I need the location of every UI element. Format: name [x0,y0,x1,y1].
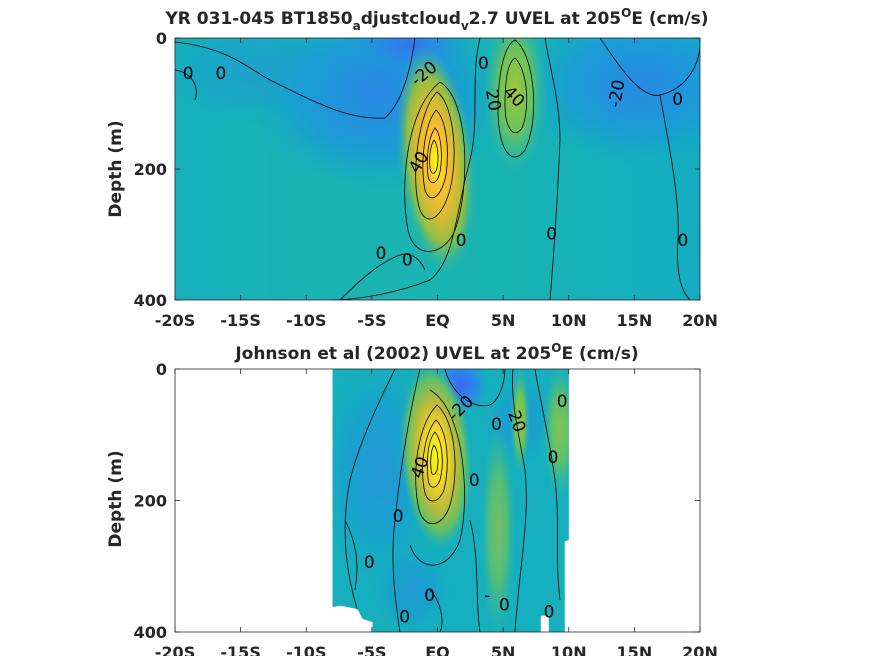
top-x-tick-label: 20N [682,311,718,330]
top-contour-label: 0 [402,251,413,271]
top-heatmap [175,38,700,300]
bottom-contour-label: 0 [393,507,404,527]
top-contour-label: 0 [183,64,194,84]
top-x-tick-label: -10S [286,311,326,330]
bottom-contour-label: 0 [557,392,568,412]
top-contour-label: -20 [605,78,630,109]
top-x-tick-label: EQ [425,311,450,330]
bottom-ylabel: Depth (m) [106,450,126,547]
bottom-panel: Johnson et al (2002) UVEL at 205OE (cm/s… [106,341,718,656]
bottom-y-tick-label: 200 [134,492,167,511]
bottom-y-axis: 0 200 400 [134,360,700,642]
top-contour-label: 0 [456,231,467,251]
bottom-x-tick-label: -10S [286,643,326,656]
bottom-contour-label: 0 [364,553,375,573]
bottom-x-tick-label: 15N [617,643,653,656]
bottom-contour-label: 0 [469,471,480,491]
top-title: YR 031-045 BT1850adjustcloudv2.7 UVEL at… [164,6,708,33]
bottom-y-tick-label: 0 [156,360,167,379]
bottom-contour-label: 0 [499,596,510,616]
top-x-axis: -20S -15S -10S -5S EQ 5N 10N 15N 20N [155,38,718,330]
top-contour-label: 0 [478,54,489,74]
bottom-contour-label: 0 [548,448,559,468]
bottom-x-tick-label: -5S [357,643,386,656]
top-y-tick-label: 400 [134,291,167,310]
top-contour-label: 0 [678,231,689,251]
bottom-x-tick-label: -15S [220,643,260,656]
top-x-tick-label: -20S [155,311,195,330]
bottom-x-tick-label: -20S [155,643,195,656]
top-x-tick-label: -15S [220,311,260,330]
bottom-contour-label: 0 [544,602,555,622]
top-contours [175,38,700,300]
bottom-contours [344,369,561,632]
bottom-contour-label: 0 [491,415,502,435]
top-contour-label: 0 [376,244,387,264]
top-y-tick-label: 200 [134,160,167,179]
top-contour-label: 0 [216,64,227,84]
top-contour-label: 20 [481,88,504,113]
top-contour-label: 0 [546,225,557,245]
bottom-contour-label: - [484,586,490,606]
bottom-x-tick-label: 5N [491,643,516,656]
top-x-tick-label: -5S [357,311,386,330]
top-x-tick-label: 15N [617,311,653,330]
top-x-tick-label: 10N [551,311,587,330]
top-y-tick-label: 0 [156,29,167,48]
top-contour-label: 0 [672,90,683,110]
bottom-x-tick-label: 10N [551,643,587,656]
bottom-heatmap [332,369,569,632]
top-x-tick-label: 5N [491,311,516,330]
bottom-title: Johnson et al (2002) UVEL at 205OE (cm/s… [234,341,638,364]
top-ylabel: Depth (m) [106,120,126,217]
bottom-contour-label: 0 [399,608,410,628]
bottom-y-tick-label: 400 [134,623,167,642]
bottom-x-tick-label: 20N [682,643,718,656]
bottom-contour-label: 0 [424,586,435,606]
top-panel: YR 031-045 BT1850adjustcloudv2.7 UVEL at… [106,6,718,330]
bottom-x-tick-label: EQ [425,643,450,656]
bottom-x-axis: -20S -15S -10S -5S EQ 5N 10N 15N 20N [155,369,718,656]
